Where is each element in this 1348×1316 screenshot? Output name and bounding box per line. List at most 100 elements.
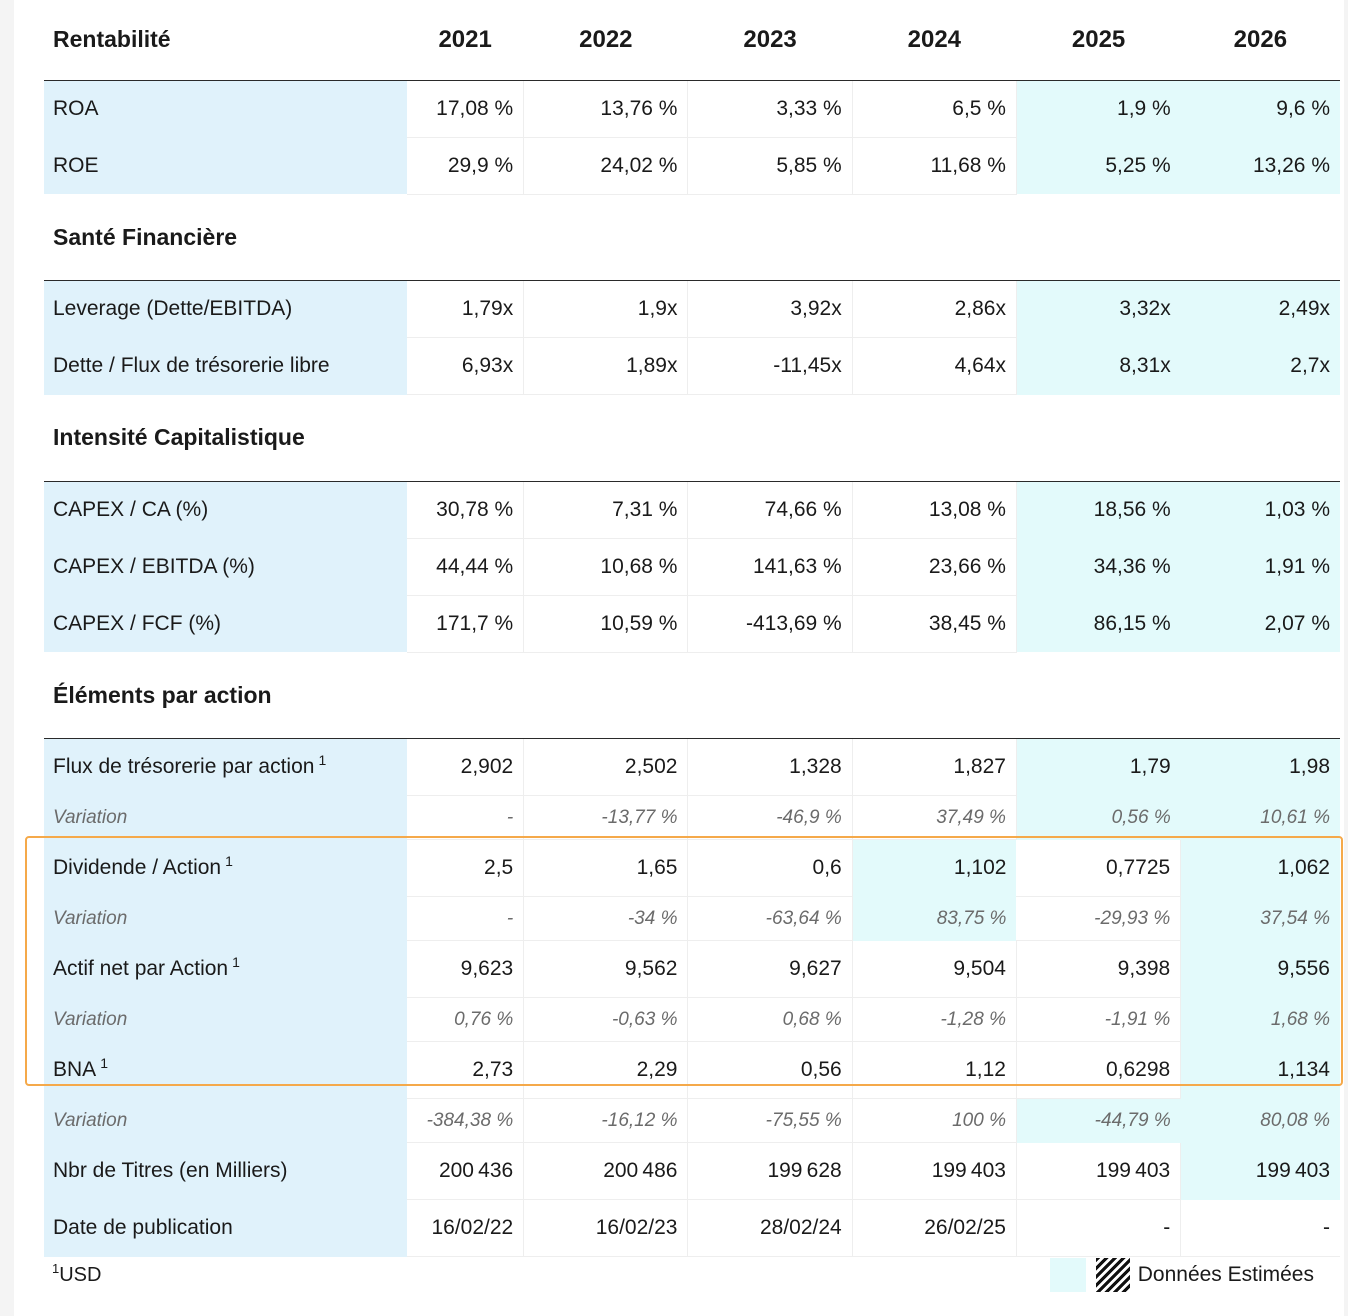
value-cell: 1,328 [687,738,853,796]
value-cell: 200 436 [406,1142,525,1200]
year-header: 2021 [406,0,524,81]
legend: Données Estimées [1049,1258,1314,1292]
section-title: Intensité Capitalistique [44,395,407,482]
row-label-text: Dividende / Action [53,856,222,879]
table-row: CAPEX / EBITDA (%) 44,44 % 10,68 % 141,63 %… [44,538,1340,596]
value-cell: 1,79x [406,280,525,338]
empty-header-cell [523,652,688,739]
value-cell: -63,64 % [687,896,853,941]
value-cell: 2,7x [1180,337,1340,395]
value-cell: 0,6 [687,839,853,897]
row-label-text: CAPEX / CA (%) [53,497,209,521]
value-cell: -413,69 % [687,595,853,653]
section-title: Santé Financière [44,194,407,281]
value-cell: -11,45x [687,337,853,395]
table-row: ROA 17,08 % 13,76 % 3,33 % 6,5 % 1,9 % 9,6 % [44,80,1340,138]
value-cell: 200 486 [523,1142,689,1200]
empty-header-cell [1180,194,1340,281]
value-cell: 0,56 % [1016,795,1181,840]
empty-header-cell [406,395,524,482]
value-cell: 9,623 [406,940,525,998]
section-table: Santé Financière Leverage (Dette/EBITDA) 1… [44,194,1340,395]
value-cell: - [406,896,525,941]
empty-header-cell [687,652,853,739]
value-cell: 24,02 % [523,137,689,195]
value-cell: 3,92x [687,280,853,338]
value-cell: 6,93x [406,337,525,395]
value-cell: 86,15 % [1016,595,1181,652]
value-cell: 1,134 [1180,1041,1340,1099]
value-cell: -75,55 % [687,1098,853,1143]
variation-row: Variation -384,38 % -16,12 % -75,55 % 100 % -… [44,1098,1340,1143]
empty-header-cell [523,194,688,281]
value-cell: 29,9 % [406,137,525,195]
empty-header-cell [406,652,524,739]
value-cell: 30,78 % [406,481,525,539]
section-title: Éléments par action [44,652,407,739]
year-header: 2026 [1180,0,1340,81]
row-label: Variation [44,896,407,941]
value-cell: 74,66 % [687,481,853,539]
row-label-text: ROE [53,153,99,177]
empty-header-cell [1180,395,1340,482]
value-cell: 1,91 % [1180,538,1340,595]
value-cell: 11,68 % [852,137,1017,195]
value-cell: 1,68 % [1180,997,1340,1042]
value-cell: 10,61 % [1180,795,1340,840]
value-cell: 100 % [852,1098,1017,1143]
value-cell: 10,68 % [523,538,689,596]
value-cell: 9,6 % [1180,80,1340,137]
section-title: Rentabilité [44,0,407,81]
value-cell: 5,85 % [687,137,853,195]
value-cell: -34 % [523,896,689,941]
year-header: 2024 [852,0,1017,81]
value-cell: 0,6298 [1016,1041,1182,1099]
row-label-text: CAPEX / FCF (%) [53,611,222,635]
row-label-text: Variation [53,806,128,828]
table-row: Leverage (Dette/EBITDA) 1,79x 1,9x 3,92x 2,8… [44,280,1340,338]
value-cell: -1,91 % [1016,997,1182,1042]
section-header-row: Rentabilité 2021 2022 2023 2024 2025 2026 [44,0,1340,81]
row-label: CAPEX / CA (%) [44,481,407,538]
empty-header-cell [1016,652,1181,739]
value-cell: 1,79 [1016,738,1181,796]
value-cell: 1,98 [1180,738,1340,796]
hatch-swatch [1095,1258,1130,1292]
row-label-text: Variation [53,907,128,929]
value-cell: 2,07 % [1180,595,1340,652]
footnote: 1USD [52,1262,101,1287]
value-cell: 1,102 [852,839,1017,897]
value-cell: 2,502 [523,738,689,796]
empty-header-cell [687,194,853,281]
footnote-ref: 1 [225,853,233,869]
financial-ratios-card: Rentabilité 2021 2022 2023 2024 2025 2026 ROA 17… [14,0,1344,1316]
value-cell: -46,9 % [687,795,853,840]
value-cell: 6,5 % [852,80,1017,138]
value-cell: 1,65 [523,839,689,897]
legend-label: Données Estimées [1137,1263,1314,1286]
table-row: Flux de trésorerie par action 1 2,902 2,502… [44,738,1340,796]
value-cell: 199 628 [687,1142,853,1200]
value-cell: -44,79 % [1016,1098,1181,1143]
footnote-ref: 1 [318,752,327,769]
value-cell: 9,398 [1016,940,1182,998]
section-header-row: Intensité Capitalistique [44,395,1340,482]
empty-header-cell [852,652,1017,739]
value-cell: 16/02/23 [523,1199,689,1257]
variation-row: Variation - -13,77 % -46,9 % 37,49 % 0,56 % 10… [44,795,1340,840]
value-cell: 83,75 % [852,896,1017,941]
value-cell: 26/02/25 [852,1199,1017,1257]
value-cell: 17,08 % [406,80,525,138]
row-label: CAPEX / FCF (%) [44,595,407,652]
value-cell: 10,59 % [523,595,689,653]
value-cell: 28/02/24 [687,1199,853,1257]
table-row: ROE 29,9 % 24,02 % 5,85 % 11,68 % 5,25 % 13,26… [44,137,1340,195]
value-cell: 9,556 [1180,940,1340,998]
value-cell: 1,12 [852,1041,1017,1099]
row-label: Date de publication [44,1199,407,1257]
row-label: Dividende / Action 1 [44,839,407,897]
value-cell: 3,32x [1016,280,1181,338]
value-cell: 38,45 % [852,595,1017,653]
value-cell: 9,504 [852,940,1017,998]
row-label: ROE [44,137,407,194]
